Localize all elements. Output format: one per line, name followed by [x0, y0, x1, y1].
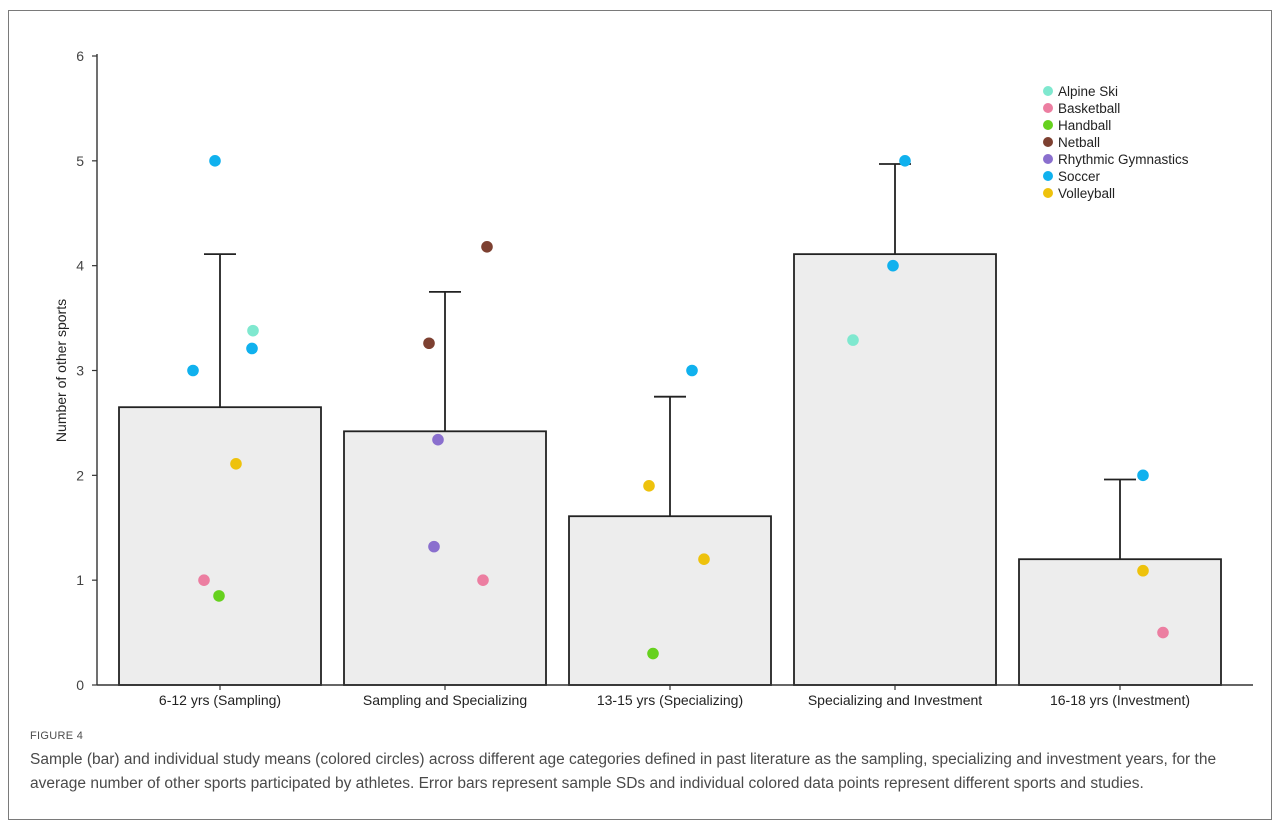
data-point	[246, 342, 258, 355]
y-tick-label: 2	[76, 467, 84, 483]
data-point	[1137, 564, 1149, 577]
x-tick-label: 16-18 yrs (Investment)	[1050, 692, 1190, 708]
legend-label: Basketball	[1058, 101, 1120, 116]
data-point	[423, 337, 435, 350]
legend-label: Rhythmic Gymnastics	[1058, 152, 1189, 167]
data-point	[847, 334, 859, 346]
bar	[1018, 558, 1222, 686]
data-point	[643, 480, 655, 492]
data-point	[887, 259, 899, 272]
x-tick-label: Specializing and Investment	[808, 692, 982, 708]
x-tick-label: Sampling and Specializing	[363, 692, 527, 708]
data-point	[1157, 626, 1169, 639]
legend-marker	[1043, 171, 1053, 181]
data-point	[230, 458, 242, 470]
data-point	[481, 240, 493, 253]
legend-marker	[1043, 137, 1053, 147]
data-point	[209, 155, 221, 167]
caption-text: Sample (bar) and individual study means …	[30, 751, 1217, 792]
data-point	[187, 364, 199, 377]
bar-chart: 0 1 2 3 4 5 6 Number of other sports 6-12 yrs (S…	[53, 48, 1253, 708]
y-tick-label: 5	[76, 153, 84, 169]
x-tick-label: 13-15 yrs (Specializing)	[597, 692, 743, 708]
legend-marker	[1043, 154, 1053, 164]
legend-label: Volleyball	[1058, 186, 1115, 201]
data-point	[247, 324, 259, 337]
figure-caption: FIGURE 4 Sample (bar) and individual stu…	[30, 730, 1260, 796]
bar	[793, 253, 997, 686]
bar	[568, 515, 772, 686]
data-point	[686, 364, 698, 377]
data-point	[428, 540, 440, 553]
data-point	[432, 433, 444, 446]
y-tick-label: 1	[76, 572, 84, 588]
legend-marker	[1043, 120, 1053, 130]
legend-label: Alpine Ski	[1058, 84, 1118, 99]
y-tick-label: 0	[76, 677, 84, 693]
data-point	[647, 647, 659, 660]
data-point	[198, 574, 210, 586]
data-point	[698, 553, 710, 565]
legend-marker	[1043, 103, 1053, 113]
bar	[343, 430, 547, 686]
legend-label: Handball	[1058, 118, 1111, 133]
data-point	[1137, 469, 1149, 482]
legend-label: Netball	[1058, 135, 1100, 150]
figure-label: FIGURE 4	[30, 730, 84, 742]
y-axis-label: Number of other sports	[53, 299, 69, 442]
y-tick-label: 3	[76, 363, 84, 379]
legend-label: Soccer	[1058, 169, 1101, 184]
x-tick-label: 6-12 yrs (Sampling)	[159, 692, 281, 708]
data-point	[213, 590, 225, 602]
data-point	[899, 155, 911, 167]
legend-marker	[1043, 188, 1053, 198]
data-point	[477, 574, 489, 586]
bar	[118, 406, 322, 686]
legend-marker	[1043, 86, 1053, 96]
y-tick-label: 6	[76, 48, 84, 64]
y-tick-label: 4	[76, 258, 84, 274]
